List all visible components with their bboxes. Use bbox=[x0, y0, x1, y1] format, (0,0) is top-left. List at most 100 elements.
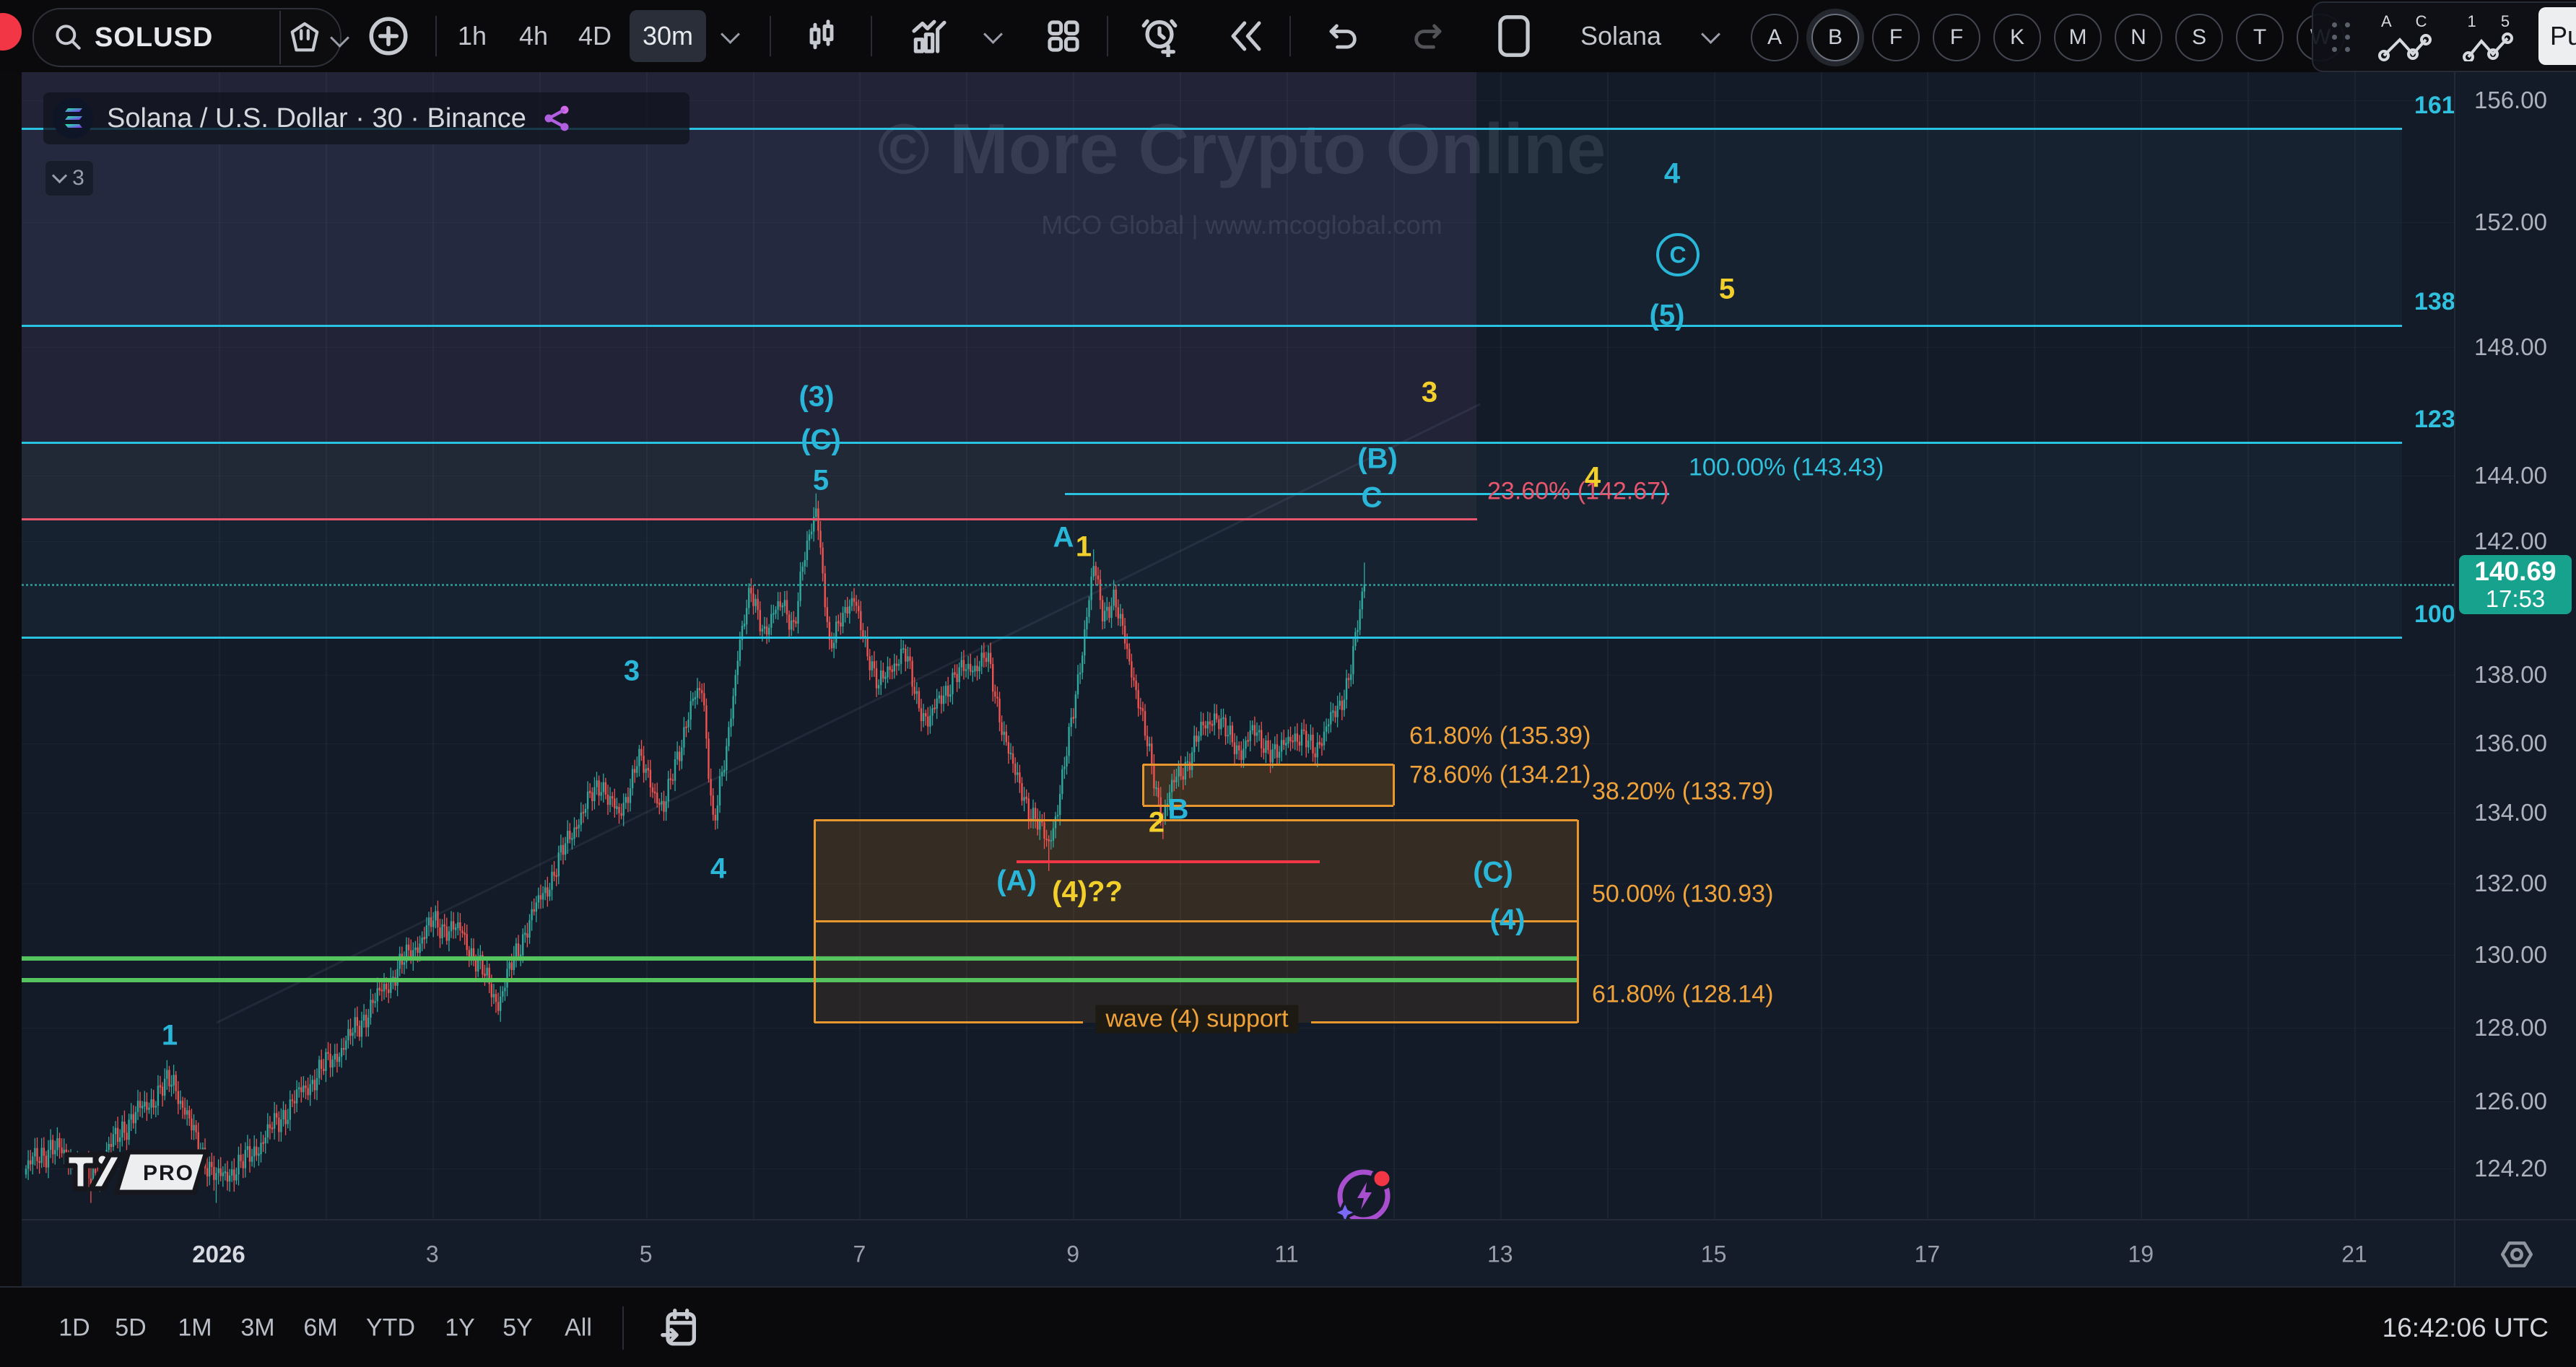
interval-label: 30m bbox=[642, 21, 694, 51]
collapsed-count: 3 bbox=[72, 166, 84, 190]
time-axis-label-2026: 2026 bbox=[192, 1240, 245, 1267]
chevron-down-icon[interactable] bbox=[330, 28, 349, 48]
interval-chevron-icon[interactable] bbox=[721, 25, 740, 44]
price-axis-label-128.00: 128.00 bbox=[2474, 1013, 2547, 1041]
elliott-correction-tool[interactable]: A C bbox=[2372, 12, 2437, 61]
watchlist-letter-S-7[interactable]: S bbox=[2175, 14, 2223, 61]
range-button-6M[interactable]: 6M bbox=[303, 1314, 338, 1342]
top-toolbar: SOLUSD bbox=[0, 0, 2576, 72]
zigzag-impulse-icon bbox=[2462, 32, 2513, 61]
layout-grid-button[interactable] bbox=[1040, 10, 1087, 62]
range-button-1D[interactable]: 1D bbox=[58, 1314, 90, 1342]
price-axis[interactable]: 140.69 17:53 156.00 152.00 148.00 144.00 142… bbox=[2454, 72, 2576, 1219]
bottom-toolbar: 1D 5D 1M 3M 6M YTD 1Y 5Y All 16:42:06 UTC bbox=[0, 1286, 2576, 1367]
alert-clock-icon bbox=[1141, 19, 1178, 57]
time-axis-label-11: 11 bbox=[1274, 1241, 1299, 1267]
range-button-YTD[interactable]: YTD bbox=[366, 1314, 415, 1342]
undo-icon bbox=[1329, 24, 1357, 49]
interval-button-4D[interactable]: 4D bbox=[567, 10, 622, 62]
chart-title: Solana / U.S. Dollar · 30 · Binance bbox=[107, 102, 526, 134]
price-axis-label-138.00: 138.00 bbox=[2474, 661, 2547, 689]
price-axis-label-132.00: 132.00 bbox=[2474, 869, 2547, 896]
chart-style-button[interactable] bbox=[798, 10, 845, 62]
symbol-search[interactable]: SOLUSD bbox=[32, 8, 349, 67]
interval-label: 4D bbox=[578, 21, 612, 51]
replay-button[interactable] bbox=[1222, 10, 1271, 62]
layout-name-button[interactable]: Solana bbox=[1559, 10, 1682, 62]
price-axis-label-156.00: 156.00 bbox=[2474, 87, 2547, 113]
time-axis-label-13: 13 bbox=[1487, 1241, 1513, 1267]
price-axis-label-144.00: 144.00 bbox=[2474, 461, 2547, 489]
price-axis-label-124.20: 124.20 bbox=[2474, 1155, 2547, 1182]
watchlist-letter-A-0[interactable]: A bbox=[1751, 14, 1798, 61]
layout-rect-button[interactable] bbox=[1489, 10, 1539, 62]
range-button-5D[interactable]: 5D bbox=[115, 1314, 147, 1342]
indicators-chevron-icon[interactable] bbox=[983, 25, 1003, 44]
notification-badge[interactable] bbox=[0, 13, 22, 51]
layout-chevron-icon[interactable] bbox=[1701, 25, 1720, 44]
floating-wave-toolbar: A C 1 5 bbox=[2312, 1, 2576, 72]
interval-button-4h[interactable]: 4h bbox=[508, 10, 560, 62]
range-button-3M[interactable]: 3M bbox=[240, 1314, 275, 1342]
calendar-go-icon bbox=[661, 1309, 696, 1346]
range-button-1Y[interactable]: 1Y bbox=[445, 1314, 475, 1342]
alert-button[interactable] bbox=[1135, 10, 1184, 62]
time-axis-label-9: 9 bbox=[1066, 1241, 1080, 1267]
time-axis-label-7: 7 bbox=[853, 1241, 866, 1267]
redo-button[interactable] bbox=[1405, 10, 1453, 62]
plus-circle-icon bbox=[369, 17, 408, 56]
layout-name: Solana bbox=[1580, 21, 1662, 51]
share-idea-icon[interactable] bbox=[541, 102, 573, 134]
price-axis-label-136.00: 136.00 bbox=[2474, 729, 2547, 756]
interval-button-30m[interactable]: 30m bbox=[630, 10, 706, 62]
go-to-date-button[interactable] bbox=[650, 1298, 710, 1358]
divider bbox=[435, 16, 437, 56]
compare-add-button[interactable] bbox=[366, 10, 411, 62]
time-axis-label-21: 21 bbox=[2341, 1241, 2367, 1267]
divider bbox=[279, 11, 281, 64]
price-axis-label-142.00: 142.00 bbox=[2474, 527, 2547, 554]
search-icon bbox=[56, 25, 81, 50]
range-button-All[interactable]: All bbox=[565, 1314, 592, 1342]
interval-label: 1h bbox=[457, 21, 487, 51]
bar-countdown: 17:53 bbox=[2485, 585, 2546, 612]
watchlist-letter-M-5[interactable]: M bbox=[2054, 14, 2102, 61]
watchlist-letter-N-6[interactable]: N bbox=[2115, 14, 2162, 61]
indicators-collapse-toggle[interactable]: 3 bbox=[45, 160, 94, 196]
time-axis-label-3: 3 bbox=[425, 1241, 439, 1267]
ai-assistant-button[interactable] bbox=[1330, 1165, 1395, 1228]
price-axis-label-134.00: 134.00 bbox=[2474, 799, 2547, 826]
watchlist-letter-F-2[interactable]: F bbox=[1872, 14, 1920, 61]
axis-corner[interactable] bbox=[2454, 1219, 2576, 1288]
divider bbox=[1107, 16, 1108, 56]
indicators-button[interactable] bbox=[905, 10, 954, 62]
solana-logo-icon bbox=[53, 98, 93, 139]
server-clock[interactable]: 16:42:06 UTC bbox=[2382, 1313, 2549, 1342]
zigzag-correction-icon bbox=[2377, 34, 2432, 61]
replay-icon bbox=[1231, 21, 1261, 51]
interval-button-1h[interactable]: 1h bbox=[446, 10, 498, 62]
time-axis[interactable]: 2026 3 5 7 9 11 13 15 17 19 21 bbox=[22, 1219, 2454, 1288]
watchlist-letter-T-8[interactable]: T bbox=[2236, 14, 2284, 61]
price-axis-label-152.00: 152.00 bbox=[2474, 208, 2547, 235]
broker-plug-icon[interactable] bbox=[288, 21, 321, 54]
price-axis-label-148.00: 148.00 bbox=[2474, 333, 2547, 360]
symbol-text: SOLUSD bbox=[95, 22, 214, 53]
publish-button[interactable]: Pu bbox=[2538, 7, 2576, 65]
watchlist-letter-B-1[interactable]: B bbox=[1811, 14, 1859, 61]
divider bbox=[622, 1306, 624, 1350]
chart-pane[interactable] bbox=[22, 72, 2454, 1219]
elliott-impulse-tool[interactable]: 1 5 bbox=[2458, 12, 2520, 61]
time-axis-label-17: 17 bbox=[1914, 1241, 1941, 1267]
range-button-5Y[interactable]: 5Y bbox=[502, 1314, 533, 1342]
grid-icon bbox=[1048, 20, 1079, 52]
time-axis-label-19: 19 bbox=[2128, 1241, 2154, 1267]
range-button-1M[interactable]: 1M bbox=[178, 1314, 212, 1342]
undo-button[interactable] bbox=[1318, 10, 1366, 62]
drag-handle-dots[interactable] bbox=[2332, 22, 2351, 52]
watchlist-letter-K-4[interactable]: K bbox=[1993, 14, 2041, 61]
watchlist-letter-F-3[interactable]: F bbox=[1933, 14, 1980, 61]
price-axis-label-126.00: 126.00 bbox=[2474, 1087, 2547, 1114]
chart-legend[interactable]: Solana / U.S. Dollar · 30 · Binance bbox=[43, 92, 689, 144]
